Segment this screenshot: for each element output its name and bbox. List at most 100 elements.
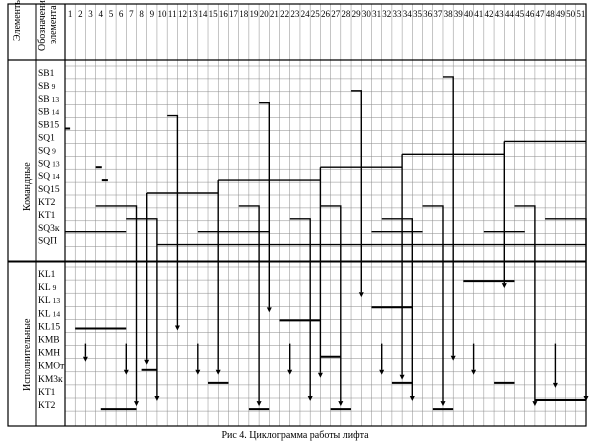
signal-path: [351, 90, 362, 293]
table-frame: [7, 3, 587, 427]
row-label: KMH: [38, 349, 60, 359]
column-number: 50: [566, 9, 576, 19]
column-number: 31: [372, 9, 381, 19]
arrow-head: [144, 359, 150, 365]
row-labels: SB1 SB 9 SB 13 SB 14 SB15 SQ1 SQ 9 SQ 13 SQ 14 SQ15 KT2 K…: [38, 69, 65, 411]
arrow-head: [440, 401, 446, 407]
column-number: 38: [444, 9, 454, 19]
row-label: KMB: [38, 336, 60, 346]
column-number: 33: [393, 9, 403, 19]
signal-path: [422, 205, 444, 402]
column-number: 43: [495, 9, 505, 19]
group-label-command: Командные: [22, 162, 33, 211]
arrow-head: [287, 369, 293, 375]
arrow-head: [552, 382, 558, 388]
arrow-head: [338, 401, 344, 407]
row-label: KL15: [38, 322, 60, 332]
column-number: 41: [474, 9, 483, 19]
column-number: 4: [99, 9, 104, 19]
row-label: KM3к: [38, 375, 63, 385]
column-number: 5: [109, 9, 114, 19]
arrow-head: [399, 374, 405, 380]
signal-path: [259, 101, 270, 308]
row-label: SQП: [38, 237, 57, 247]
row-label: KL 13: [38, 296, 60, 306]
designation-header-line1: Обозначение: [37, 0, 48, 51]
signal-path: [320, 205, 342, 402]
row-label: SB1: [38, 69, 55, 79]
column-number: 48: [546, 9, 556, 19]
column-number: 7: [129, 9, 134, 19]
arrow-head: [134, 401, 139, 407]
grid: [65, 4, 586, 426]
column-number: 28: [341, 9, 351, 19]
row-label: SB 13: [38, 95, 59, 105]
signal-path: [238, 205, 260, 402]
column-number: 1: [68, 9, 73, 19]
arrow-head: [215, 369, 221, 375]
figure-caption: Рис 4. Циклограмма работы лифта: [221, 430, 369, 441]
signal-path: [514, 205, 536, 402]
column-number: 26: [321, 9, 331, 19]
column-number: 23: [290, 9, 300, 19]
row-label: SB 14: [38, 108, 59, 118]
column-number: 44: [505, 9, 515, 19]
signal-path: [95, 205, 138, 402]
row-label: SQ3к: [38, 224, 60, 234]
arrow-head: [409, 396, 415, 401]
signal-lines: [65, 76, 589, 411]
row-label: KL1: [38, 270, 56, 280]
column-number: 11: [168, 9, 177, 19]
arrow-head: [256, 401, 262, 407]
arrow-head: [154, 396, 160, 401]
arrow-head: [358, 292, 364, 298]
row-label: SQ 9: [38, 146, 56, 156]
column-number: 19: [249, 9, 259, 19]
signal-path: [167, 114, 179, 326]
row-label: KT1: [38, 388, 56, 398]
column-number: 49: [556, 9, 566, 19]
column-number: 47: [536, 9, 546, 19]
row-label: SQ15: [38, 185, 60, 195]
arrow-head: [123, 369, 129, 375]
row-label: KL 9: [38, 283, 57, 293]
arrow-head: [471, 369, 477, 375]
row-label: KT2: [38, 198, 56, 208]
row-label: KT2: [38, 401, 56, 411]
row-label: SQ 14: [38, 172, 60, 182]
signal-path: [289, 218, 311, 396]
cyclogram-diagram: Элементы Обозначение элемента Командные …: [7, 0, 589, 427]
row-label: SQ 13: [38, 159, 60, 169]
column-number: 29: [352, 9, 362, 19]
column-number: 14: [198, 9, 208, 19]
row-label: KL 14: [38, 309, 60, 319]
row-label: KMOт: [38, 362, 65, 372]
column-number: 21: [270, 9, 279, 19]
column-number: 34: [403, 9, 413, 19]
column-number: 46: [525, 9, 535, 19]
arrow-head: [450, 355, 456, 361]
column-number: 15: [209, 9, 219, 19]
column-number: 6: [119, 9, 124, 19]
arrow-head: [307, 396, 313, 401]
column-number: 13: [188, 9, 198, 19]
column-number: 51: [576, 9, 585, 19]
column-number: 18: [239, 9, 249, 19]
column-number: 9: [150, 9, 155, 19]
column-number: 8: [139, 9, 144, 19]
signal-path: [126, 218, 158, 396]
column-number: 39: [454, 9, 464, 19]
arrow-head: [266, 307, 272, 313]
column-number: 22: [280, 9, 289, 19]
arrow-head: [379, 369, 385, 375]
row-label: SB15: [38, 121, 59, 131]
elements-header: Элементы: [12, 0, 23, 41]
column-number: 37: [433, 9, 443, 19]
column-number: 16: [219, 9, 229, 19]
column-number: 36: [423, 9, 433, 19]
column-number: 17: [229, 9, 239, 19]
column-number: 24: [301, 9, 311, 19]
row-label: KT1: [38, 211, 56, 221]
arrow-head: [501, 283, 507, 289]
group-label-executive: Исполнительные: [22, 318, 33, 391]
